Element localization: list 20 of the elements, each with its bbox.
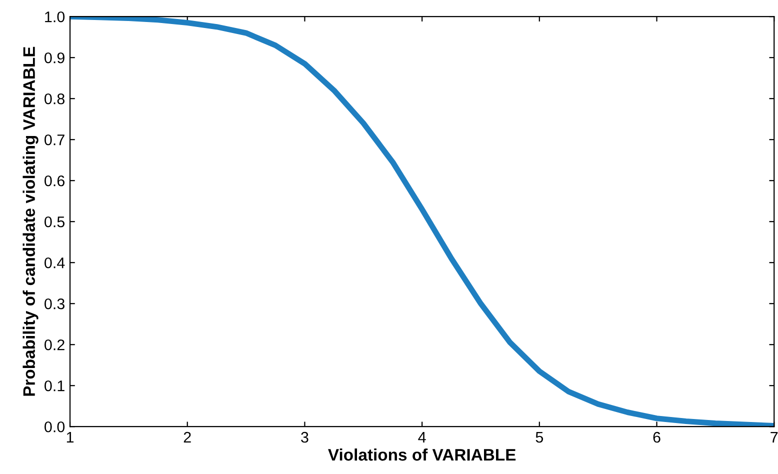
y-tick-label: 1.0 <box>45 11 65 22</box>
y-tick-label: 0.7 <box>44 134 64 146</box>
x-tick-label: 6 <box>653 432 660 443</box>
y-tick-label: 0.5 <box>44 216 65 228</box>
y-axis-title: Probability of candidate violating VARIABLE <box>22 46 38 396</box>
y-tick-label: 0.3 <box>44 298 64 310</box>
y-tick-label: 0.1 <box>44 380 64 392</box>
y-tick-label: 0.8 <box>44 93 64 104</box>
y-tick-label: 0.9 <box>44 52 64 64</box>
x-tick-label: 5 <box>536 432 544 443</box>
y-tick-label: 0.2 <box>44 339 64 350</box>
y-tick-label: 0.6 <box>44 175 64 186</box>
x-tick-label: 4 <box>418 432 426 443</box>
y-tick-label: 0.4 <box>44 257 65 268</box>
x-tick-label: 1 <box>66 432 74 443</box>
x-axis-title: Violations of VARIABLE <box>328 448 516 461</box>
x-tick-label: 3 <box>301 432 308 443</box>
x-tick-label: 2 <box>184 432 191 443</box>
x-tick-label: 7 <box>770 432 778 443</box>
y-tick-label: 0.0 <box>44 421 65 432</box>
